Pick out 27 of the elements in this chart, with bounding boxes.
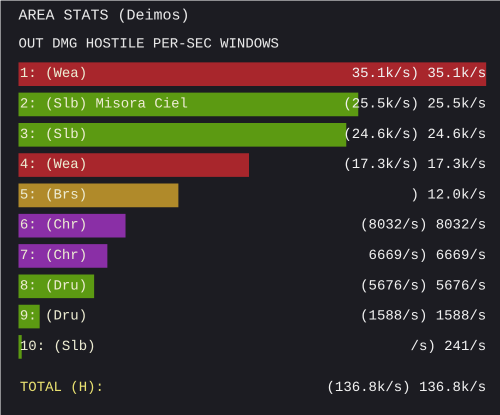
text: TOTAL (H): (20, 380, 104, 396)
bar (18, 122, 346, 147)
y-tick-label: 6: (Chr) (20, 218, 88, 234)
data-label: ) 12.0k/s (410, 187, 486, 204)
data-label: (1588/s) 1588/s (360, 308, 486, 325)
bar (18, 153, 249, 177)
bar (18, 214, 126, 238)
data-label: (5676/s) 5676/s (360, 278, 486, 294)
chart-subtitle: OUT DMG HOSTILE PER-SEC WINDOWS (18, 36, 279, 52)
y-tick-label: 5: (Brs) (20, 187, 88, 204)
bar (18, 184, 178, 208)
data-label: (17.3k/s) 17.3k/s (343, 157, 486, 174)
data-label: 35.1k/s) 35.1k/s (352, 66, 486, 82)
data-label: 6669/s) 6669/s (368, 248, 486, 264)
y-tick-label: 4: (Wea) (20, 157, 88, 174)
y-tick-label: 7: (Chr) (20, 248, 88, 264)
y-tick-label: 3: (Slb) (20, 126, 88, 143)
data-label: /s) 241/s (410, 338, 486, 355)
y-tick-label: 8: (Dru) (20, 278, 88, 294)
text: (136.8k/s) 136.8k/s (326, 380, 486, 396)
y-tick-label: 1: (Wea) (20, 66, 88, 82)
y-tick-label: 2: (Slb) Misora Ciel (20, 96, 188, 112)
chart-title: AREA STATS (Deimos) (18, 8, 190, 24)
bar (18, 244, 108, 268)
bar (18, 62, 486, 86)
data-label: (8032/s) 8032/s (360, 218, 486, 234)
y-tick-label: 9: (Dru) (20, 308, 88, 325)
